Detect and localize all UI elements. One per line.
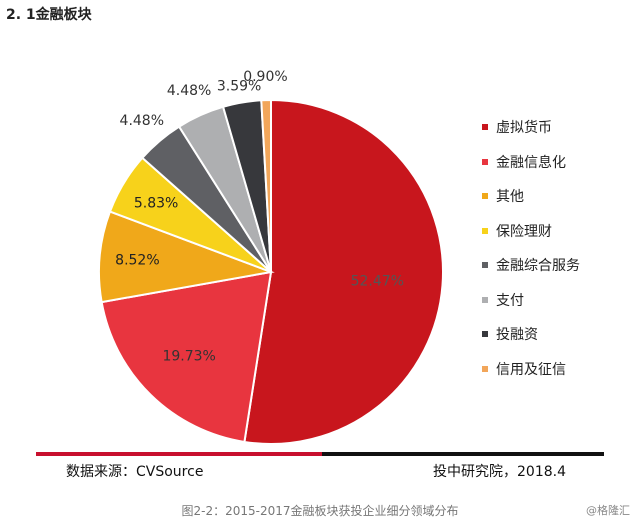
legend-item-5: 金融综合服务 <box>482 248 580 283</box>
legend-item-8: 信用及征信 <box>482 352 580 387</box>
pie-slice-3 <box>98 210 275 304</box>
legend-label: 虚拟货币 <box>496 120 552 137</box>
publisher-note: 投中研究院，2018.4 <box>433 464 566 480</box>
legend-swatch <box>482 262 488 269</box>
legend-item-6: 支付 <box>482 283 580 318</box>
legend-item-7: 投融资 <box>482 317 580 352</box>
data-label-2: 19.73% <box>162 349 215 365</box>
legend-swatch <box>482 193 488 200</box>
legend-swatch <box>482 124 488 131</box>
divider-red <box>36 452 322 456</box>
legend-item-2: 金融信息化 <box>482 145 580 180</box>
divider-black <box>322 452 604 456</box>
legend-label: 金融信息化 <box>496 154 566 171</box>
pie-chart: 52.47% 19.73% 8.52% 5.83% 4.48%4.48% 3.59%0.9… <box>98 69 444 445</box>
legend-label: 保险理财 <box>496 223 552 240</box>
data-label-6: 4.48% <box>167 83 211 99</box>
data-label-5: 4.48% <box>120 113 164 129</box>
data-label-4: 5.83% <box>134 196 178 212</box>
legend-swatch <box>482 227 488 234</box>
section-title: 2. 1金融板块 <box>6 7 92 23</box>
legend-item-1: 虚拟货币 <box>482 110 580 145</box>
legend-item-4: 保险理财 <box>482 214 580 249</box>
source-note: 数据来源：CVSource <box>66 464 204 480</box>
legend-label: 支付 <box>496 292 524 309</box>
legend-swatch <box>482 331 488 338</box>
data-label-7: 3.59% <box>217 79 261 95</box>
legend-swatch <box>482 158 488 165</box>
legend-swatch <box>482 365 488 372</box>
watermark: @格隆汇 <box>586 504 630 517</box>
pie-slice-2 <box>100 270 273 444</box>
pie-slice-8 <box>260 98 272 273</box>
pie-slice-1 <box>243 98 444 445</box>
legend-label: 信用及征信 <box>496 361 566 378</box>
legend-item-3: 其他 <box>482 179 580 214</box>
legend-swatch <box>482 296 488 303</box>
legend-label: 金融综合服务 <box>496 258 580 275</box>
legend-label: 投融资 <box>496 327 538 344</box>
data-label-3: 8.52% <box>115 253 159 269</box>
legend-label: 其他 <box>496 189 524 206</box>
figure-caption: 图2-2：2015-2017金融板块获投企业细分领域分布 <box>181 504 459 518</box>
data-label-8: 0.90% <box>243 69 287 85</box>
data-label-1: 52.47% <box>351 273 404 289</box>
legend: 虚拟货币金融信息化其他保险理财金融综合服务 支付投融资信用及征信 <box>482 110 580 386</box>
